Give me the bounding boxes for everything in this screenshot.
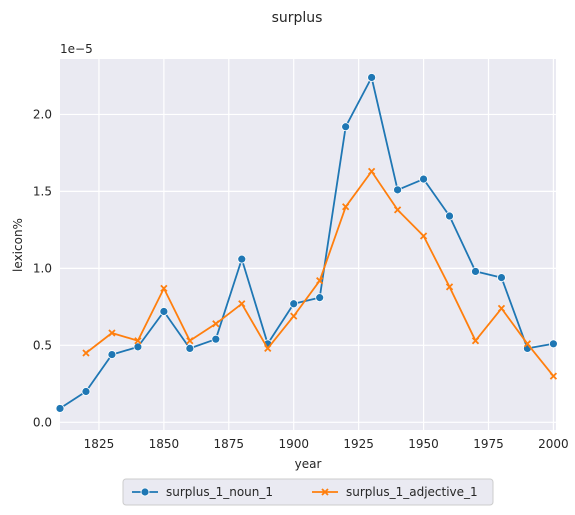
data-point [82,349,90,357]
data-point [523,340,532,348]
data-point [471,267,480,276]
data-point [264,344,272,353]
data-point [497,273,506,282]
data-point [445,283,454,291]
data-point [315,293,325,303]
data-point [367,73,377,82]
legend-item: surplus_1_noun_1 [132,485,273,499]
data-point [108,329,116,337]
data-point [107,350,117,359]
data-point [133,342,143,352]
data-point [134,337,142,345]
y-axis-scale-note: 1e−5 [60,42,93,56]
data-point [186,337,194,345]
data-point [237,254,247,264]
data-point [160,284,168,293]
data-point [316,277,324,285]
x-tick-label: 1975 [473,437,504,451]
data-point [471,337,480,345]
data-point [393,185,402,195]
data-point [445,211,454,221]
data-point [419,232,428,240]
y-tick-label: 2.0 [33,107,52,121]
y-tick-label: 0.0 [33,415,52,429]
x-tick-label: 1950 [408,437,439,451]
x-axis-ticks: 1825 1850 1875 1900 1925 1950 1975 2000 [84,437,569,451]
x-tick-label: 1850 [149,437,180,451]
chart-title: surplus [272,10,323,26]
x-axis-label: year [295,457,322,471]
series-line [59,76,554,410]
data-point [159,307,169,316]
data-point [211,334,221,344]
plot-area [60,59,556,430]
data-point [81,387,91,396]
y-tick-label: 0.5 [33,338,52,352]
data-point [341,122,351,132]
x-tick-label: 1825 [84,437,115,451]
data-point [290,312,298,320]
data-point [549,372,558,380]
y-tick-label: 1.5 [33,184,52,198]
legend-marker [140,487,150,497]
data-point [367,167,376,176]
legend-label: surplus_1_noun_1 [166,485,273,499]
data-point [55,404,65,413]
data-point [289,299,299,309]
series-layer [55,73,558,413]
data-point [393,206,402,214]
data-point [419,174,428,184]
series-surplus_1_adjective_1 [82,167,558,380]
series-surplus_1_noun_1 [55,73,558,413]
data-point [185,344,195,353]
data-point [549,339,558,349]
y-tick-label: 1.0 [33,261,52,275]
data-point [212,320,220,328]
legend: surplus_1_noun_1 surplus_1_adjective_1 [122,478,494,506]
x-tick-label: 1875 [214,437,245,451]
data-point [497,304,506,313]
data-point [238,300,246,308]
y-axis-ticks: 0.0 0.5 1.0 1.5 2.0 [33,107,52,429]
legend-item: surplus_1_adjective_1 [312,485,478,499]
y-axis-label: lexicon% [11,218,25,272]
legend-marker [321,488,329,496]
x-tick-label: 2000 [538,437,569,451]
legend-frame [122,478,494,506]
x-tick-label: 1900 [278,437,309,451]
legend-label: surplus_1_adjective_1 [346,485,478,499]
data-point [342,203,350,211]
x-tick-label: 1925 [343,437,374,451]
